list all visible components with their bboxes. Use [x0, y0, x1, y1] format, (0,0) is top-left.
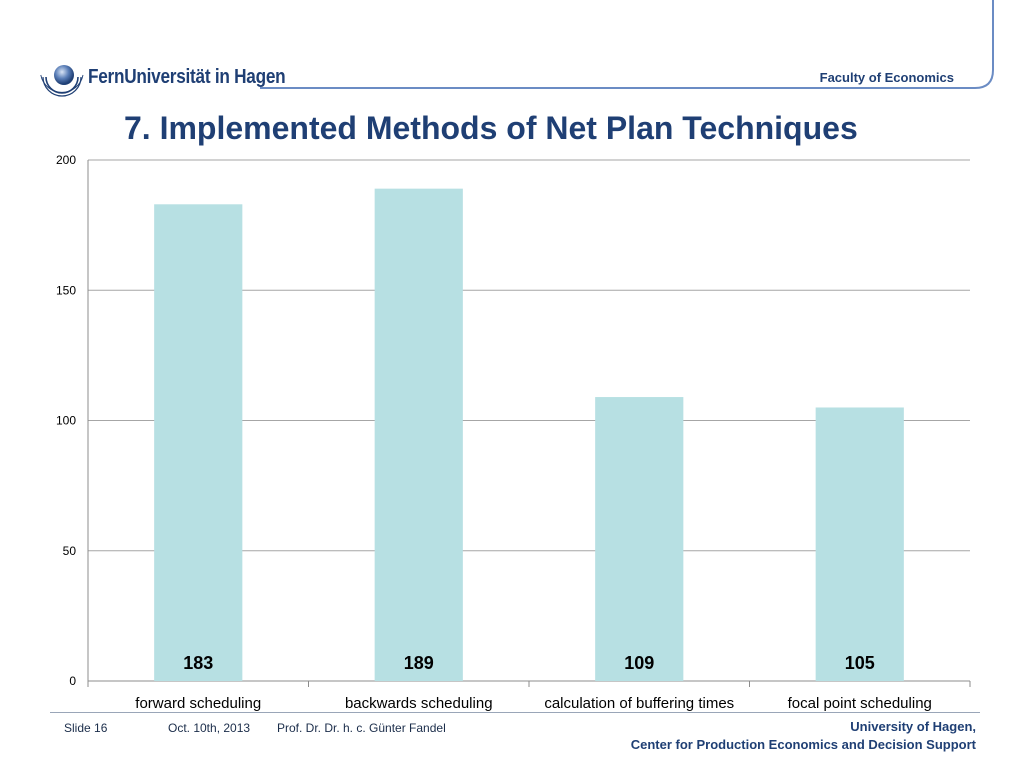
page-title: 7. Implemented Methods of Net Plan Techn… — [124, 110, 858, 146]
data-label: 109 — [624, 653, 654, 673]
footer-divider — [50, 712, 980, 713]
bar-chart: 0 50 100 150 200 183 forward scheduling 189 back… — [56, 153, 971, 712]
bar — [154, 204, 243, 681]
data-label: 183 — [183, 653, 213, 673]
y-tick-label: 100 — [56, 414, 76, 428]
y-tick-label: 150 — [56, 283, 76, 297]
x-tick-label: calculation of buffering times — [544, 695, 734, 712]
y-tick-label: 50 — [63, 544, 77, 558]
footer-institution: University of Hagen, Center for Producti… — [631, 718, 976, 754]
x-tick-label: focal point scheduling — [788, 695, 932, 712]
header-decoration-line — [260, 0, 994, 89]
university-logo: FernUniversität in Hagen — [40, 55, 318, 99]
center-name: Center for Production Economics and Deci… — [630, 737, 976, 752]
x-tick-label: backwards scheduling — [345, 695, 493, 712]
y-tick-label: 200 — [56, 153, 76, 167]
presentation-date: Oct. 10th, 2013 — [168, 721, 251, 735]
data-label: 105 — [845, 653, 875, 673]
y-tick-label: 0 — [69, 674, 76, 688]
slide-number: Slide 16 — [64, 721, 108, 735]
faculty-label: Faculty of Economics — [819, 70, 954, 85]
data-label: 189 — [404, 653, 434, 673]
logo-wordmark: FernUniversität in Hagen — [88, 65, 286, 88]
bar — [374, 188, 463, 681]
x-tick-label: forward scheduling — [135, 695, 261, 712]
author-name: Prof. Dr. Dr. h. c. Günter Fandel — [277, 721, 446, 735]
university-name: University of Hagen, — [850, 719, 976, 734]
globe-logo-icon — [40, 65, 84, 97]
bar — [815, 407, 904, 681]
bar — [595, 397, 684, 681]
